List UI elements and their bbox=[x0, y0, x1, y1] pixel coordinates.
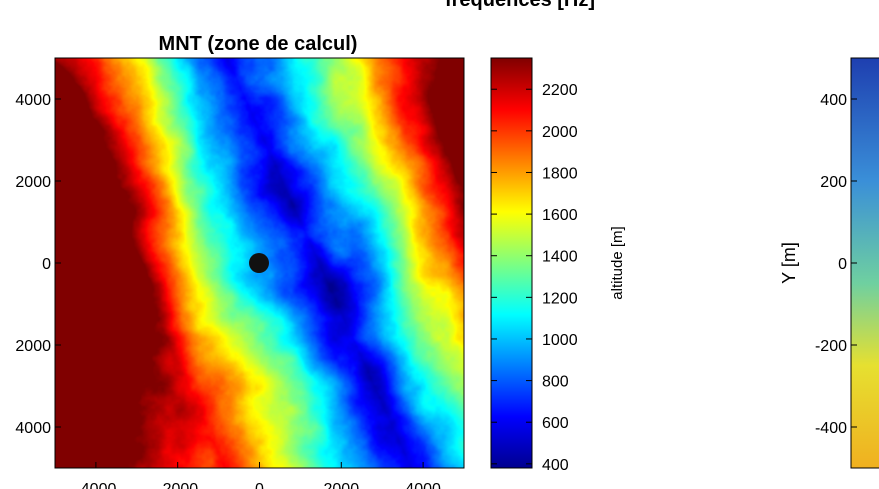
right-y-tick-label: 200 bbox=[820, 174, 847, 191]
colorbar-tick-label: 2200 bbox=[542, 82, 578, 99]
y-axis: 4000 2000 0 2000 4000 bbox=[15, 92, 61, 437]
right-y-tick-label: 0 bbox=[838, 256, 847, 273]
x-axis: -4000 -2000 0 2000 4000 bbox=[75, 462, 441, 489]
colorbar-tick-label: 400 bbox=[542, 457, 569, 474]
colorbar-tick-label: 1400 bbox=[542, 249, 578, 266]
right-y-label: Y [m] bbox=[779, 242, 799, 284]
x-tick-label: 2000 bbox=[324, 481, 360, 489]
right-y-tick-label: -400 bbox=[815, 420, 847, 437]
x-tick-label: 4000 bbox=[405, 481, 441, 489]
colorbar-tick-label: 1800 bbox=[542, 165, 578, 182]
colorbar-tick-label: 2000 bbox=[542, 124, 578, 141]
y-tick-label: 4000 bbox=[15, 420, 51, 437]
colorbar-label: altitude [m] bbox=[609, 226, 626, 299]
y-tick-label: 0 bbox=[42, 256, 51, 273]
colorbar-tick-label: 800 bbox=[542, 374, 569, 391]
x-tick-label: 0 bbox=[255, 481, 264, 489]
y-tick-label: 2000 bbox=[15, 338, 51, 355]
x-tick-label: -4000 bbox=[75, 481, 116, 489]
map-title: MNT (zone de calcul) bbox=[159, 33, 358, 55]
colorbar-ticks: 2200 2000 1800 1600 1400 1200 1000 800 600 400 bbox=[491, 82, 578, 474]
x-tick-label: -2000 bbox=[157, 481, 198, 489]
figure-top-title: fréquences [Hz] bbox=[445, 0, 595, 11]
colorbar-tick-label: 1200 bbox=[542, 290, 578, 307]
right-panel: 400 200 0 -200 -400 Y [m] bbox=[779, 57, 879, 469]
colorbar-tick-label: 600 bbox=[542, 415, 569, 432]
station-marker bbox=[249, 253, 269, 273]
y-tick-label: 4000 bbox=[15, 92, 51, 109]
right-y-tick-label: -200 bbox=[815, 338, 847, 355]
y-tick-label: 2000 bbox=[15, 174, 51, 191]
colorbar-tick-label: 1000 bbox=[542, 332, 578, 349]
colorbar-tick-label: 1600 bbox=[542, 207, 578, 224]
right-y-tick-label: 400 bbox=[820, 92, 847, 109]
right-y-axis: 400 200 0 -200 -400 bbox=[815, 92, 857, 437]
colorbar: 2200 2000 1800 1600 1400 1200 1000 800 600 400 al… bbox=[490, 57, 626, 474]
